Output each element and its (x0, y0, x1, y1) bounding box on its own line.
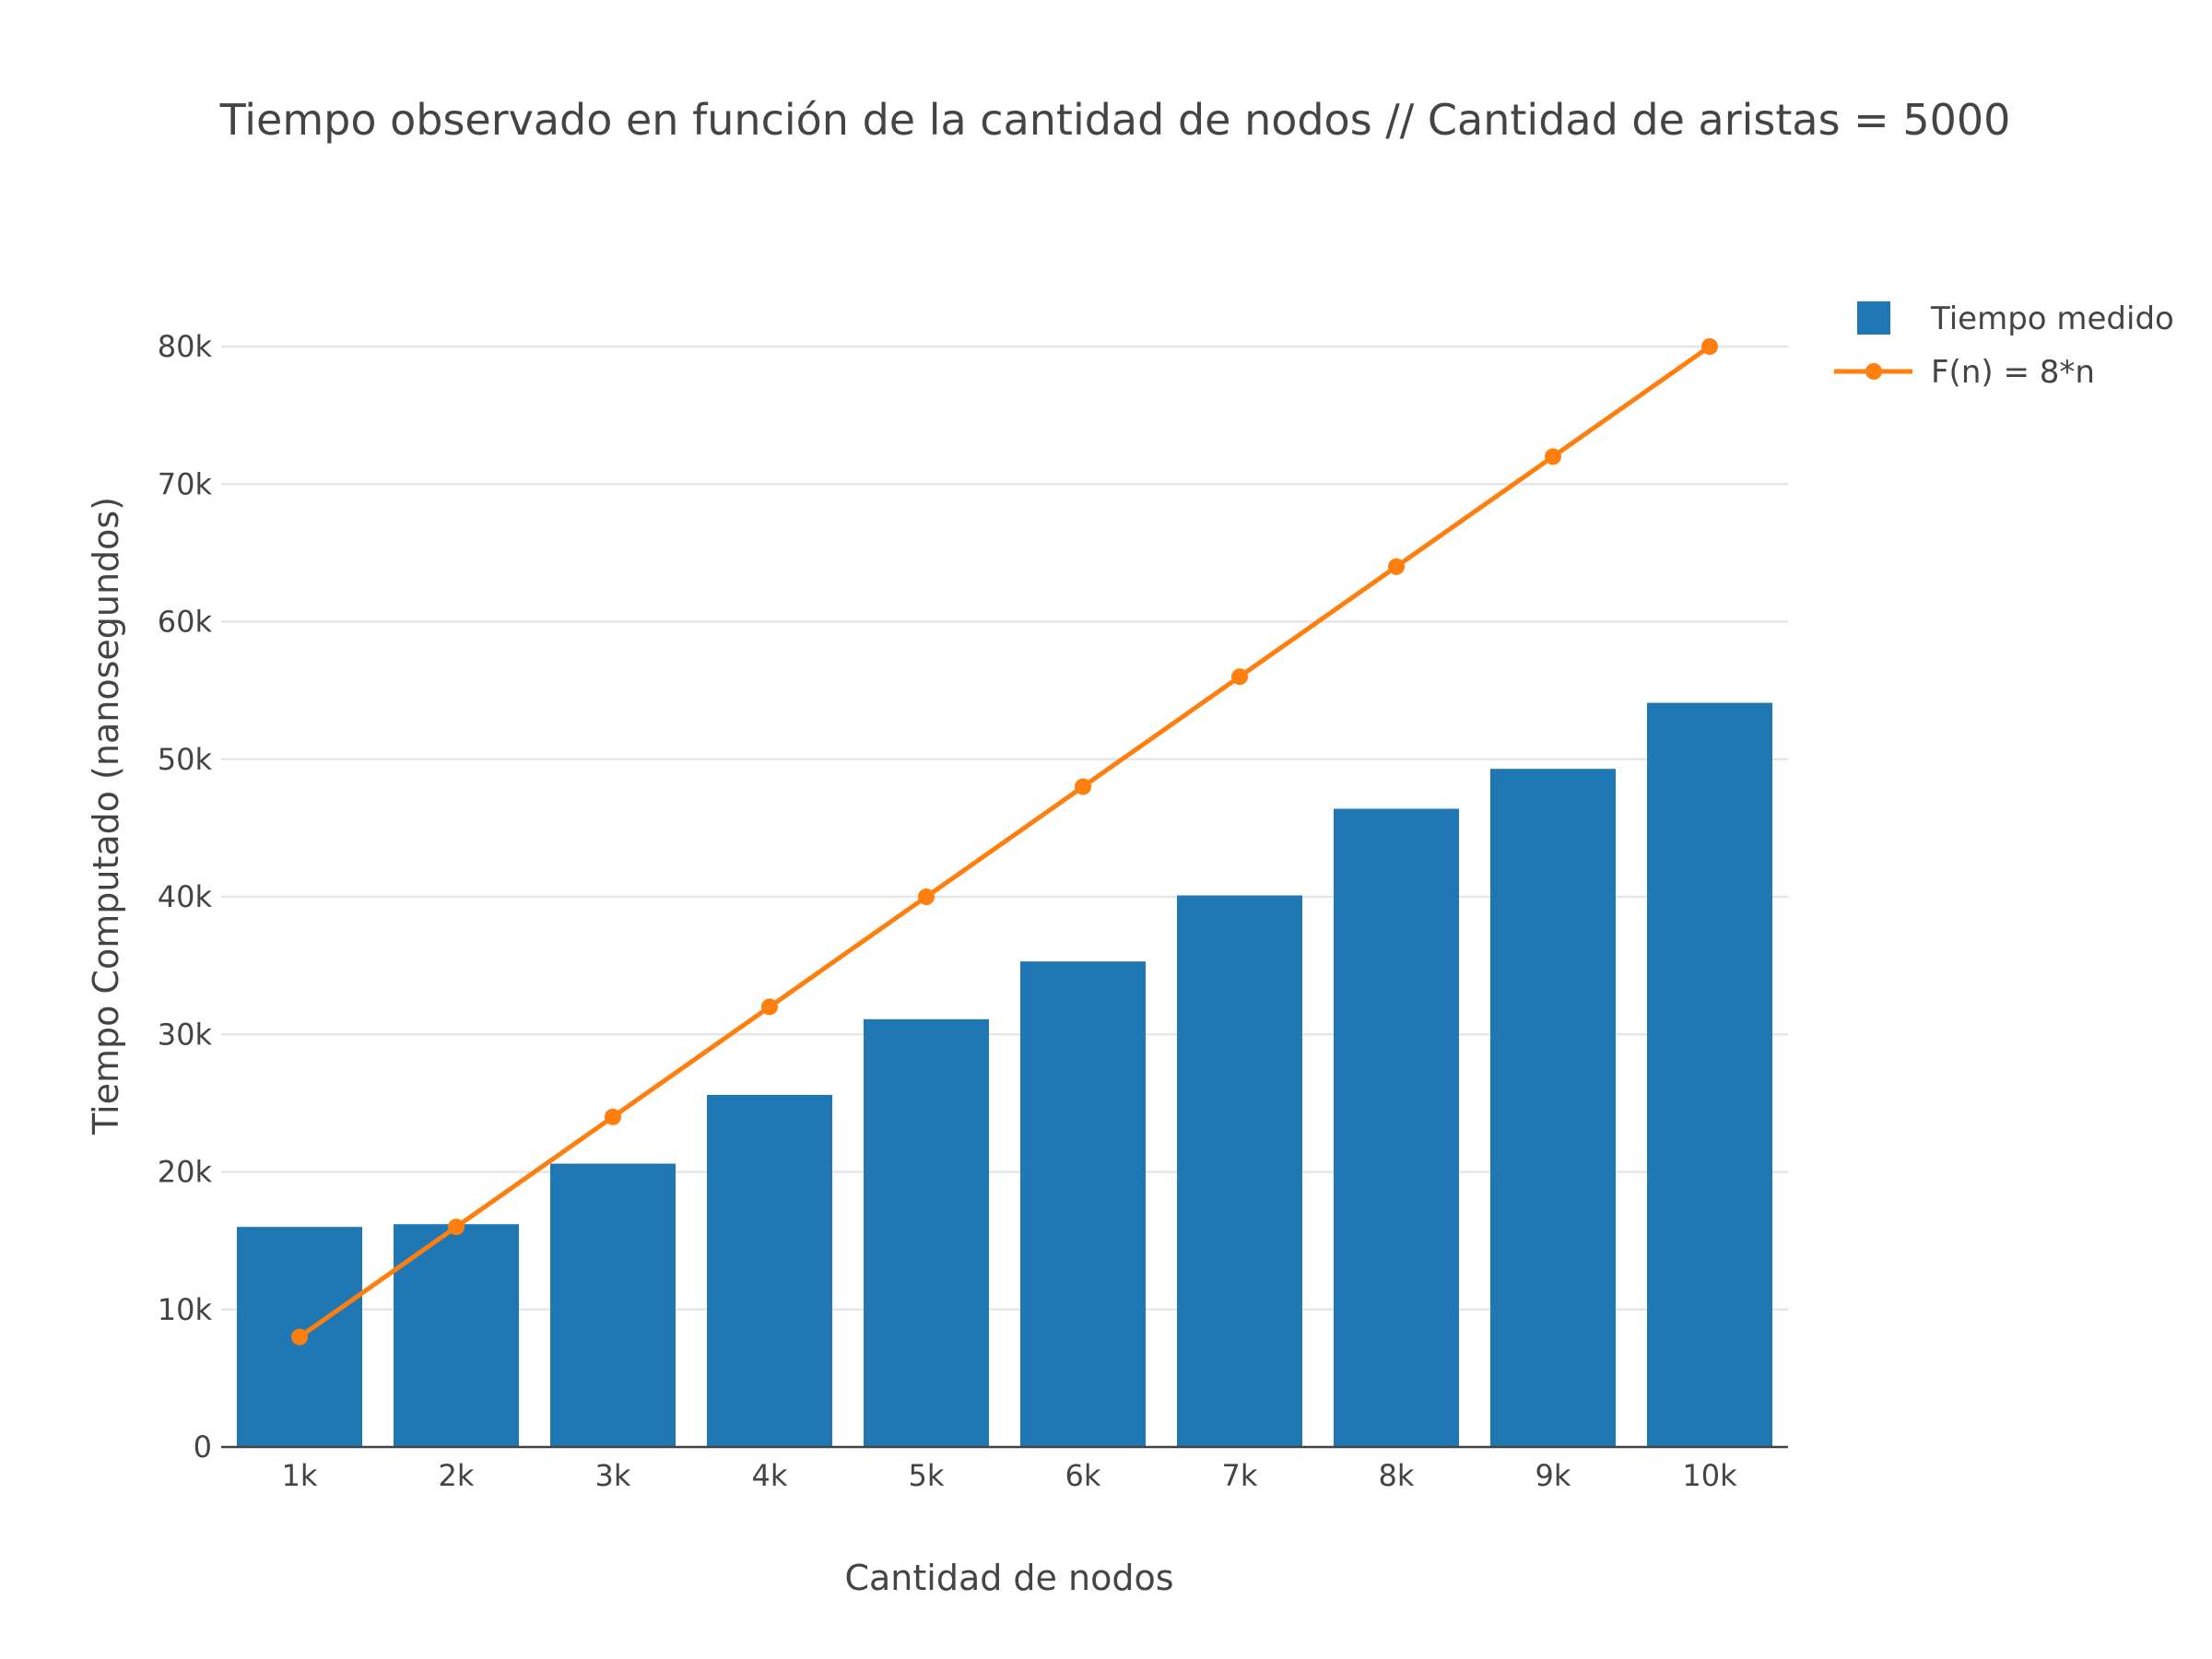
line-point-9k[interactable] (1545, 448, 1561, 465)
legend-label-line: F(n) = 8*n (1931, 354, 2095, 391)
line-point-6k[interactable] (1075, 778, 1091, 795)
y-tick-label: 80k (158, 329, 213, 364)
x-tick-label: 4k (752, 1458, 788, 1493)
legend-swatch-bar (1857, 301, 1890, 335)
x-tick-label: 1k (282, 1458, 318, 1493)
x-tick-label: 9k (1535, 1458, 1571, 1493)
line-point-5k[interactable] (918, 888, 935, 905)
bar-7k[interactable] (1177, 895, 1302, 1447)
legend-swatch-marker (1865, 363, 1882, 380)
line-point-2k[interactable] (448, 1218, 465, 1236)
y-tick-label: 40k (158, 879, 213, 914)
legend-item-line[interactable]: F(n) = 8*n (1834, 354, 2095, 391)
bar-5k[interactable] (864, 1018, 989, 1447)
x-axis-title: Cantidad de nodos (844, 1558, 1173, 1598)
y-tick-label: 10k (158, 1292, 213, 1327)
line-point-10k[interactable] (1701, 338, 1718, 355)
axes: 0 10k 20k 30k 40k 50k 60k 70k 80k 1k 2k 3k 4k 5k 6k 7k 8… (158, 329, 1788, 1493)
bar-8k[interactable] (1334, 808, 1459, 1447)
x-tick-label: 5k (909, 1458, 945, 1493)
line-fn[interactable] (298, 344, 1712, 1339)
y-axis-title: Tiempo Computado (nanosegundos) (86, 497, 126, 1135)
bar-6k[interactable] (1020, 961, 1146, 1447)
legend-item-bar[interactable]: Tiempo medido (1857, 300, 2174, 337)
line-point-3k[interactable] (605, 1108, 621, 1125)
bar-4k[interactable] (707, 1094, 832, 1447)
y-tick-label: 50k (158, 742, 213, 777)
bar-2k[interactable] (394, 1224, 519, 1447)
legend-label-bar: Tiempo medido (1930, 300, 2174, 337)
legend[interactable]: Tiempo medido F(n) = 8*n (1834, 300, 2174, 391)
x-tick-label: 2k (439, 1458, 475, 1493)
y-tick-label: 30k (158, 1017, 213, 1052)
bar-9k[interactable] (1490, 769, 1616, 1447)
y-tick-label: 20k (158, 1155, 213, 1190)
x-tick-label: 6k (1065, 1458, 1101, 1493)
y-tick-label: 0 (194, 1430, 212, 1465)
x-tick-label: 7k (1222, 1458, 1258, 1493)
line-point-4k[interactable] (761, 998, 778, 1016)
x-tick-label: 8k (1379, 1458, 1415, 1493)
line-series (291, 338, 1718, 1346)
chart-title: Tiempo observado en función de la cantid… (219, 95, 2011, 145)
y-tick-label: 60k (158, 605, 213, 640)
line-point-1k[interactable] (291, 1328, 308, 1346)
bar-3k[interactable] (550, 1163, 676, 1447)
line-point-8k[interactable] (1388, 558, 1405, 575)
x-tick-label: 10k (1682, 1458, 1737, 1493)
y-tick-label: 70k (158, 466, 213, 501)
x-tick-label: 3k (595, 1458, 631, 1493)
bar-10k[interactable] (1647, 702, 1772, 1447)
line-point-7k[interactable] (1231, 668, 1248, 686)
